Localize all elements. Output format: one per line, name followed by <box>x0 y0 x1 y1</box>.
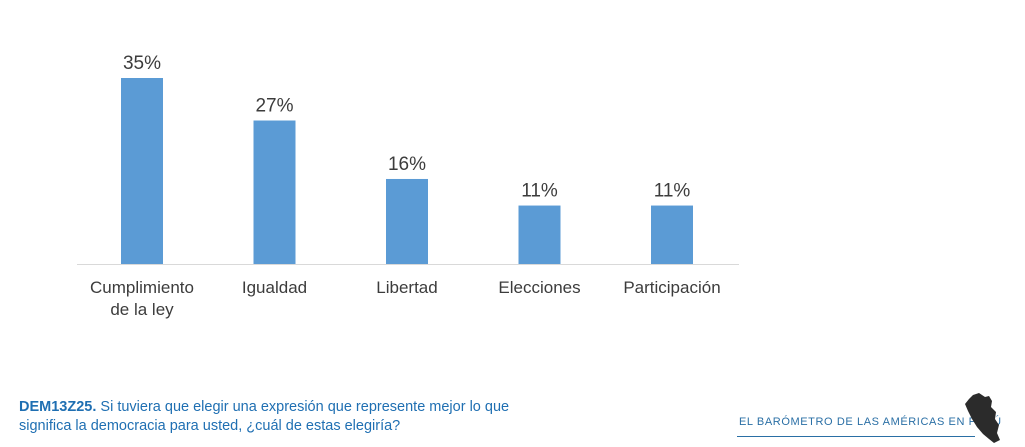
brand-footer: EL BARÓMETRO DE LAS AMÉRICAS EN PERÚ <box>727 391 1017 441</box>
bar-value-label: 35% <box>123 53 161 74</box>
bar <box>254 121 296 264</box>
category-label: Libertad <box>376 278 437 297</box>
bar-chart: 35% 27% 16% 11% 11% Cumplimiento de la ley Igu… <box>0 0 1025 340</box>
category-label: Igualdad <box>242 278 307 297</box>
peru-map-icon <box>965 393 1001 443</box>
brand-text: EL BARÓMETRO DE LAS AMÉRICAS EN PERÚ <box>739 416 1002 428</box>
category-label: Elecciones <box>498 278 580 297</box>
bar-value-label: 11% <box>654 181 691 202</box>
bar-value-label: 16% <box>388 154 426 175</box>
category-label: Cumplimiento de la ley <box>90 278 194 319</box>
brand-underline <box>737 436 975 437</box>
category-label: Participación <box>623 278 720 297</box>
bar-value-label: 11% <box>521 181 558 202</box>
survey-question: DEM13Z25. Si tuviera que elegir una expr… <box>19 398 539 436</box>
bar-value-label: 27% <box>255 96 293 117</box>
bar <box>519 206 561 264</box>
bar <box>121 78 163 264</box>
category-labels-group: Cumplimiento de la ley Igualdad Libertad Ele… <box>90 278 721 319</box>
bar <box>651 206 693 264</box>
question-code: DEM13Z25. <box>19 399 96 415</box>
bar <box>386 179 428 264</box>
